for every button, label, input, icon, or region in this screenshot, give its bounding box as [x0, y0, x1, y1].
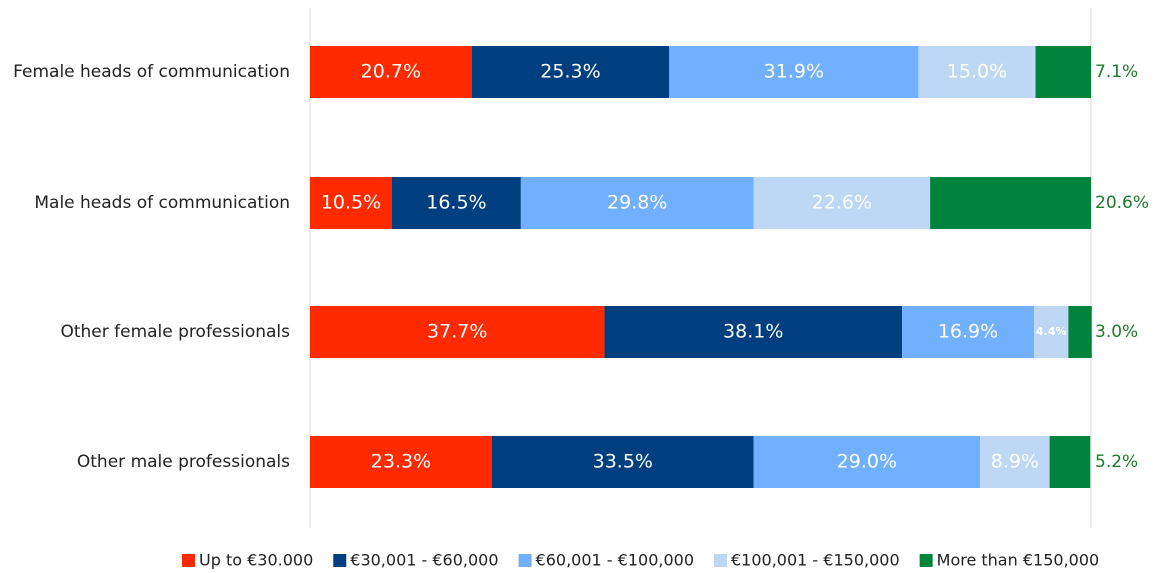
- category-label: Female heads of communication: [13, 62, 290, 82]
- legend-swatch: [182, 554, 195, 567]
- value-label: 31.9%: [764, 61, 824, 83]
- value-label: 22.6%: [812, 192, 872, 214]
- legend-label: €100,001 - €150,000: [731, 551, 900, 570]
- bar-segment: [491, 436, 754, 488]
- value-label: 37.7%: [427, 321, 487, 343]
- bar-segment: [310, 46, 472, 98]
- legend-swatch: [518, 554, 532, 567]
- category-label: Other female professionals: [60, 322, 290, 342]
- value-label: 15.0%: [947, 61, 1007, 83]
- bar-segment: [918, 46, 1036, 98]
- bar-segment: [471, 46, 670, 98]
- value-label: 20.6%: [1095, 193, 1149, 213]
- value-label: 33.5%: [593, 451, 653, 473]
- bar-segment: [1035, 46, 1091, 98]
- bar-segment: [930, 177, 1091, 229]
- legend-label: Up to €30.000: [199, 551, 313, 570]
- bar-segment: [753, 177, 931, 229]
- value-label: 38.1%: [723, 321, 783, 343]
- category-label: Other male professionals: [77, 452, 290, 472]
- bar-segment: [1068, 306, 1092, 358]
- bar-segment: [604, 306, 902, 358]
- legend-label: €30,001 - €60,000: [350, 551, 498, 570]
- value-label: 29.0%: [837, 451, 897, 473]
- value-label: 10.5%: [321, 192, 381, 214]
- bar-segment: [392, 177, 521, 229]
- bar-segment: [1049, 436, 1091, 488]
- bar-segment: [310, 436, 492, 488]
- value-label: 16.5%: [426, 192, 486, 214]
- bar-segment: [520, 177, 754, 229]
- value-label: 16.9%: [938, 321, 998, 343]
- legend-label: €60,001 - €100,000: [536, 551, 694, 570]
- bar-segment: [310, 306, 605, 358]
- value-label: 20.7%: [361, 61, 421, 83]
- value-label: 29.8%: [607, 192, 667, 214]
- bar-segment: [1033, 306, 1069, 358]
- bar-segment: [669, 46, 919, 98]
- value-label: 3.0%: [1095, 322, 1138, 342]
- bar-segment: [980, 436, 1050, 488]
- category-label: Male heads of communication: [34, 193, 290, 213]
- value-label: 7.1%: [1095, 62, 1138, 82]
- value-label: 23.3%: [371, 451, 431, 473]
- legend-swatch: [333, 554, 347, 567]
- value-label: 5.2%: [1095, 452, 1138, 472]
- bar-segment: [310, 177, 393, 229]
- bar-segment: [753, 436, 981, 488]
- legend-label: More than €150,000: [937, 551, 1100, 570]
- value-label: 25.3%: [540, 61, 600, 83]
- legend-swatch: [714, 554, 727, 567]
- value-label: 8.9%: [991, 451, 1039, 473]
- legend-swatch: [919, 554, 933, 567]
- value-label: 4.4%: [1036, 325, 1067, 338]
- bar-segment: [901, 306, 1034, 358]
